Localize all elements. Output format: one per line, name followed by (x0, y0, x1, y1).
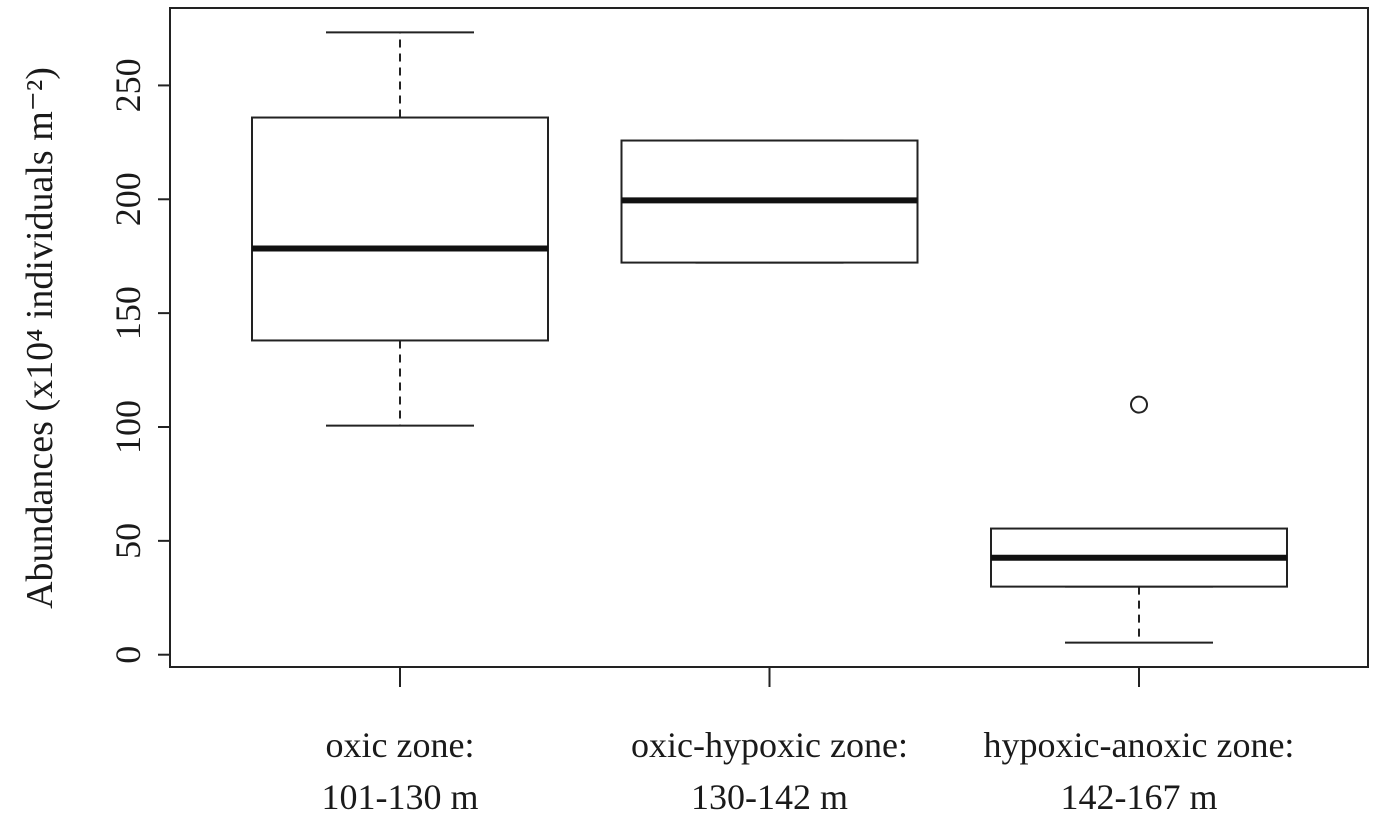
y-tick-label: 150 (108, 286, 148, 340)
y-tick-label: 200 (108, 172, 148, 226)
x-tick-label: hypoxic-anoxic zone: (984, 725, 1295, 765)
y-axis-label: Abundances (x10⁴ individuals m⁻²) (19, 67, 61, 609)
x-tick-label: 142-167 m (1061, 777, 1218, 817)
box (251, 116, 549, 342)
x-tick-label: 101-130 m (322, 777, 479, 817)
outlier (1130, 395, 1148, 414)
x-tick-label: oxic zone: (326, 725, 475, 765)
x-tick-label: 130-142 m (691, 777, 848, 817)
y-tick-label: 250 (108, 58, 148, 112)
x-tick-label: oxic-hypoxic zone: (631, 725, 908, 765)
y-tick-label: 100 (108, 400, 148, 454)
y-tick-label: 0 (108, 646, 148, 664)
y-tick-label: 50 (108, 523, 148, 559)
